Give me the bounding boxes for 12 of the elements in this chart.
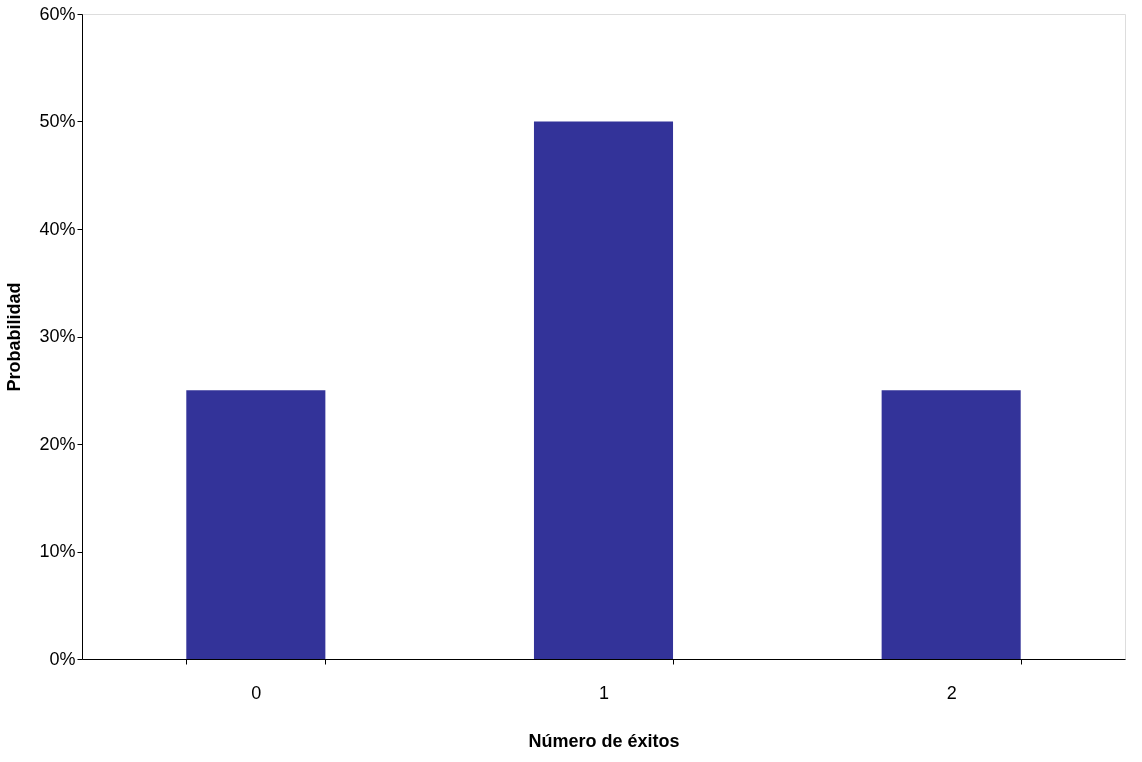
x-tick-label: 1: [598, 682, 610, 703]
y-tick-label: 0%: [49, 648, 76, 669]
y-tick-label: 40%: [39, 218, 76, 239]
y-tick-label: 20%: [39, 433, 76, 454]
x-axis-title: Número de éxitos: [528, 730, 680, 751]
y-tick-label: 50%: [39, 111, 76, 131]
y-tick-label: 60%: [39, 3, 76, 24]
x-tick-label: 0: [251, 682, 262, 703]
y-tick-label: 30%: [39, 326, 76, 346]
y-tick-label: 10%: [39, 541, 76, 561]
y-axis-title: Probabilidad: [4, 282, 25, 392]
x-tick-label: 2: [946, 682, 957, 703]
